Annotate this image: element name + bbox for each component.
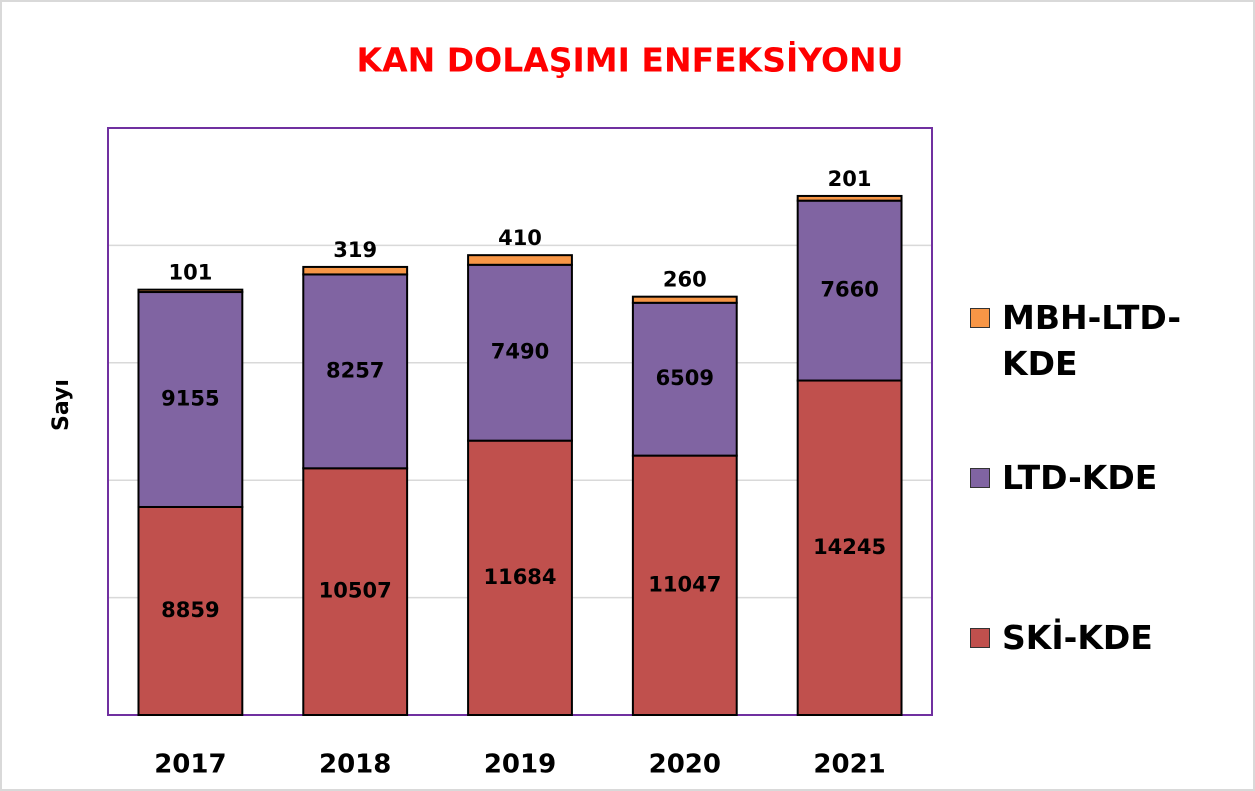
x-tick-label: 2020 [649, 750, 721, 780]
data-label: 14245 [813, 535, 886, 559]
y-axis-label: Sayı [49, 379, 74, 431]
data-label: 7490 [491, 340, 549, 364]
bar-segment [796, 199, 903, 382]
legend-swatch [970, 628, 990, 648]
legend-item: LTD-KDE [970, 455, 1200, 615]
bar-segment [137, 505, 244, 717]
x-tick-label: 2017 [154, 750, 226, 780]
bar-segment [302, 467, 409, 717]
data-label: 7660 [820, 278, 878, 302]
legend-swatch [970, 468, 990, 488]
data-label: 260 [663, 268, 707, 292]
data-label: 319 [333, 238, 377, 262]
x-tick-label: 2019 [484, 750, 556, 780]
legend-label: SKİ-KDE [1002, 618, 1153, 657]
data-label: 10507 [319, 579, 392, 603]
chart-title: KAN DOLAŞIMI ENFEKSİYONU [357, 40, 904, 80]
x-tick-label: 2021 [813, 750, 885, 780]
bar-segment [796, 379, 903, 716]
data-label: 11047 [648, 572, 721, 596]
bar-segment [302, 265, 409, 276]
legend-label: MBH-LTD-KDE [1002, 298, 1182, 383]
bar-segment [631, 454, 738, 716]
legend-swatch [970, 308, 990, 328]
data-label: 410 [498, 226, 542, 250]
bar-segment [467, 439, 573, 716]
data-label: 101 [168, 261, 212, 285]
data-label: 8257 [326, 358, 384, 382]
bar-segment [796, 194, 903, 202]
data-label: 8859 [161, 598, 219, 622]
data-label: 11684 [483, 565, 556, 589]
bar-segment [137, 288, 244, 294]
legend-label: LTD-KDE [1002, 458, 1158, 497]
legend-item: SKİ-KDE [970, 615, 1200, 775]
data-label: 6509 [656, 366, 714, 390]
bar-segment [302, 273, 409, 470]
bar-segment [631, 295, 738, 304]
data-label: 201 [828, 167, 872, 191]
x-tick-label: 2018 [319, 750, 391, 780]
data-label: 9155 [161, 387, 219, 411]
legend-item: MBH-LTD-KDE [970, 295, 1200, 455]
bar-segment [467, 263, 573, 442]
bar-segment [467, 254, 573, 266]
bar-segment [631, 301, 738, 457]
legend: MBH-LTD-KDE LTD-KDE SKİ-KDE [970, 295, 1200, 775]
